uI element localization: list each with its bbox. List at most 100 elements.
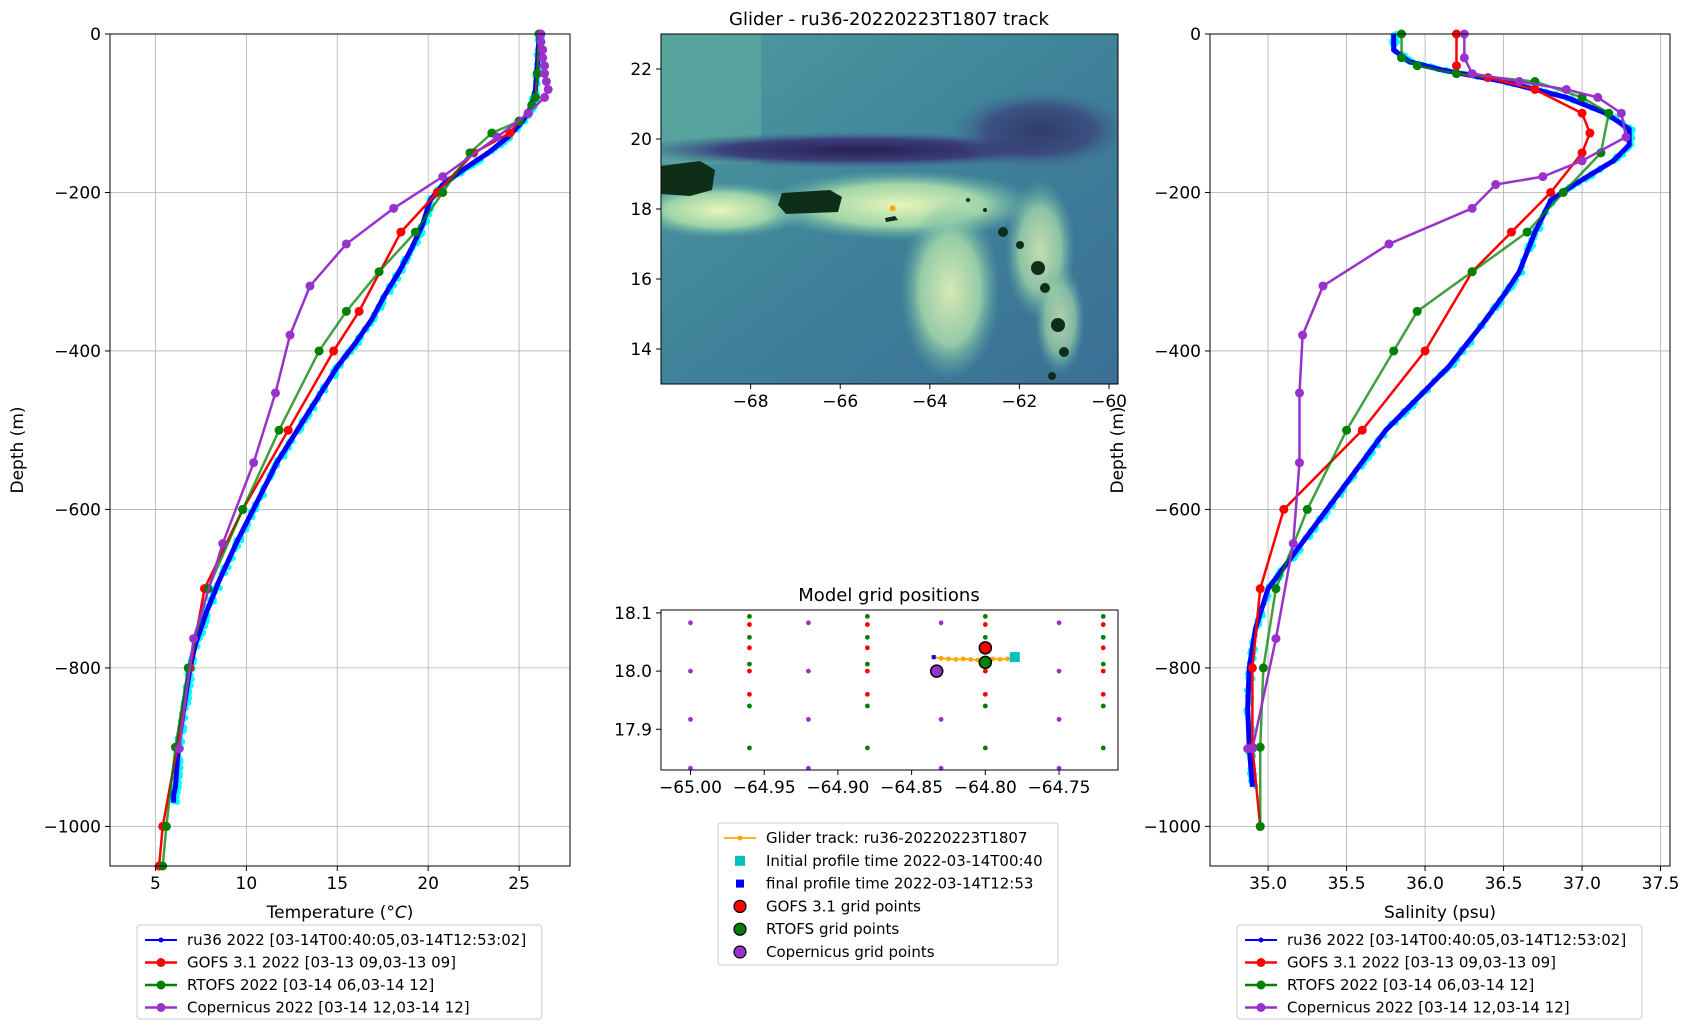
copernicus-grid-point <box>1056 716 1062 722</box>
glider-track-point <box>997 657 1003 662</box>
sal-series-line-0 <box>1245 34 1632 787</box>
temperature-legend: ru36 2022 [03-14T00:40:05,03-14T12:53:02… <box>136 924 543 1020</box>
temp-legend-swatch-marker <box>156 980 166 990</box>
sal-series-marker-3 <box>1318 281 1328 291</box>
temp-series-marker-3 <box>540 69 550 79</box>
map-glider-track <box>889 205 896 212</box>
copernicus-grid-point <box>1056 668 1062 674</box>
rtofs-grid-point <box>747 634 752 640</box>
gofs-grid-point <box>982 668 988 674</box>
temp-legend-swatch-marker <box>158 937 164 943</box>
copernicus-grid-point <box>1056 620 1062 626</box>
temp-ytick-label: 0 <box>90 25 101 45</box>
temp-series-marker-2 <box>161 821 171 831</box>
glider-track-point <box>1005 656 1010 662</box>
sal-ytick-label: −600 <box>1154 500 1201 520</box>
glider-track-point <box>960 656 966 662</box>
temp-series-marker-3 <box>523 108 533 118</box>
sal-series-marker-3 <box>1243 744 1253 754</box>
sal-series-marker-1 <box>1577 108 1587 118</box>
temp-series-marker-3 <box>285 330 295 340</box>
temp-series-marker-3 <box>305 281 315 291</box>
sal-series-marker-1 <box>1585 128 1595 138</box>
grid-ytick-label: 18.1 <box>614 604 652 624</box>
temp-series-marker-3 <box>541 77 551 87</box>
grid-points <box>688 614 1106 771</box>
temp-series-marker-3 <box>218 539 228 549</box>
temp-series-marker-3 <box>270 388 280 398</box>
grid-title: Model grid positions <box>798 585 979 606</box>
rtofs-grid-point <box>982 634 988 640</box>
temp-series-marker-1 <box>354 306 364 316</box>
salinity-grid <box>1210 33 1670 866</box>
temp-series-marker-3 <box>389 203 399 213</box>
temp-series-marker-2 <box>530 92 540 102</box>
sal-series-marker-2 <box>1412 306 1422 316</box>
gofs-grid-point <box>747 645 752 651</box>
grid-ytick-label: 18.0 <box>614 662 652 682</box>
grid-legend-frame <box>717 822 1059 966</box>
glider-track-point <box>946 656 951 662</box>
temp-series-marker-1 <box>505 128 515 138</box>
temp-series-marker-3 <box>538 45 548 55</box>
sal-series-marker-1 <box>1420 346 1430 356</box>
sal-series-marker-2 <box>1271 584 1281 594</box>
gofs-nearest-point <box>978 641 993 655</box>
sal-series-marker-3 <box>1467 203 1477 213</box>
temp-xtick-label: 5 <box>150 874 161 894</box>
sal-series-marker-1 <box>1279 504 1289 514</box>
sal-series-marker-2 <box>1558 187 1568 197</box>
grid-xtick-label: −64.85 <box>880 778 943 798</box>
legend-initial-swatch <box>735 855 745 866</box>
sal-xtick-label: 35.0 <box>1249 874 1287 894</box>
gofs-grid-point <box>1100 668 1106 674</box>
sal-series-marker-1 <box>1577 148 1587 158</box>
temp-legend-label: GOFS 3.1 2022 [03-13 09,03-13 09] <box>187 954 456 972</box>
sal-xtick-label: 35.5 <box>1328 874 1366 894</box>
temp-legend-label: Copernicus 2022 [03-14 12,03-14 12] <box>187 999 470 1017</box>
sal-series-marker-3 <box>1271 634 1281 644</box>
temp-series-marker-2 <box>532 69 542 79</box>
rtofs-grid-point <box>864 703 870 709</box>
legend-final-swatch <box>736 879 744 888</box>
sal-series-marker-2 <box>1412 61 1422 71</box>
rtofs-grid-point <box>747 614 752 619</box>
sal-legend-label: GOFS 3.1 2022 [03-13 09,03-13 09] <box>1287 954 1556 972</box>
sal-series-marker-2 <box>1255 821 1265 831</box>
sal-series-marker-2 <box>1258 663 1268 673</box>
temp-series-marker-3 <box>540 61 550 71</box>
map-ytick-label: 20 <box>630 130 652 150</box>
sal-legend-swatch-marker <box>1256 958 1266 967</box>
sal-series-marker-2 <box>1397 53 1407 63</box>
sal-xtick-label: 37.5 <box>1642 874 1680 894</box>
sal-legend-label: Copernicus 2022 [03-14 12,03-14 12] <box>1287 999 1570 1017</box>
legend-track-swatch-dot <box>737 835 743 841</box>
temp-series-marker-3 <box>492 132 502 142</box>
sal-xtick-label: 36.0 <box>1406 874 1444 894</box>
map-xtick-label: −60 <box>1091 392 1127 412</box>
rtofs-grid-point <box>982 614 988 619</box>
sal-series-marker-1 <box>1247 663 1257 673</box>
glider-track-point <box>968 657 973 662</box>
grid-xtick-label: −65.00 <box>659 778 722 798</box>
sal-series-marker-2 <box>1302 504 1312 514</box>
gofs-grid-point <box>864 668 870 674</box>
temperature-panel: 5 10 15 20 25 0 −200 −400 −600 −800 −1000 Temperat… <box>8 25 571 1020</box>
grid-ticks: −65.00 −64.95 −64.90 −64.85 −64.80 −64.75 17.9… <box>614 604 1090 798</box>
grid-legend-label: RTOFS grid points <box>766 920 899 938</box>
map-ytick-label: 22 <box>630 60 652 80</box>
sal-legend-swatch-marker <box>1256 1003 1266 1012</box>
gofs-grid-point <box>1100 622 1106 627</box>
temp-series-marker-3 <box>249 458 259 468</box>
salinity-axes-frame <box>1209 33 1671 867</box>
temp-legend-label: ru36 2022 [03-14T00:40:05,03-14T12:53:02… <box>187 931 526 949</box>
sal-ytick-label: 0 <box>1190 25 1201 45</box>
copernicus-grid-point <box>806 765 811 771</box>
sal-series-marker-3 <box>1593 92 1603 102</box>
glider-track-point <box>953 657 959 662</box>
salinity-ylabel: Depth (m) <box>1108 406 1128 493</box>
salinity-series <box>1243 29 1636 831</box>
sal-series-marker-2 <box>1604 108 1614 118</box>
grid-xtick-label: −64.90 <box>806 778 869 798</box>
temp-series-marker-2 <box>410 227 420 237</box>
